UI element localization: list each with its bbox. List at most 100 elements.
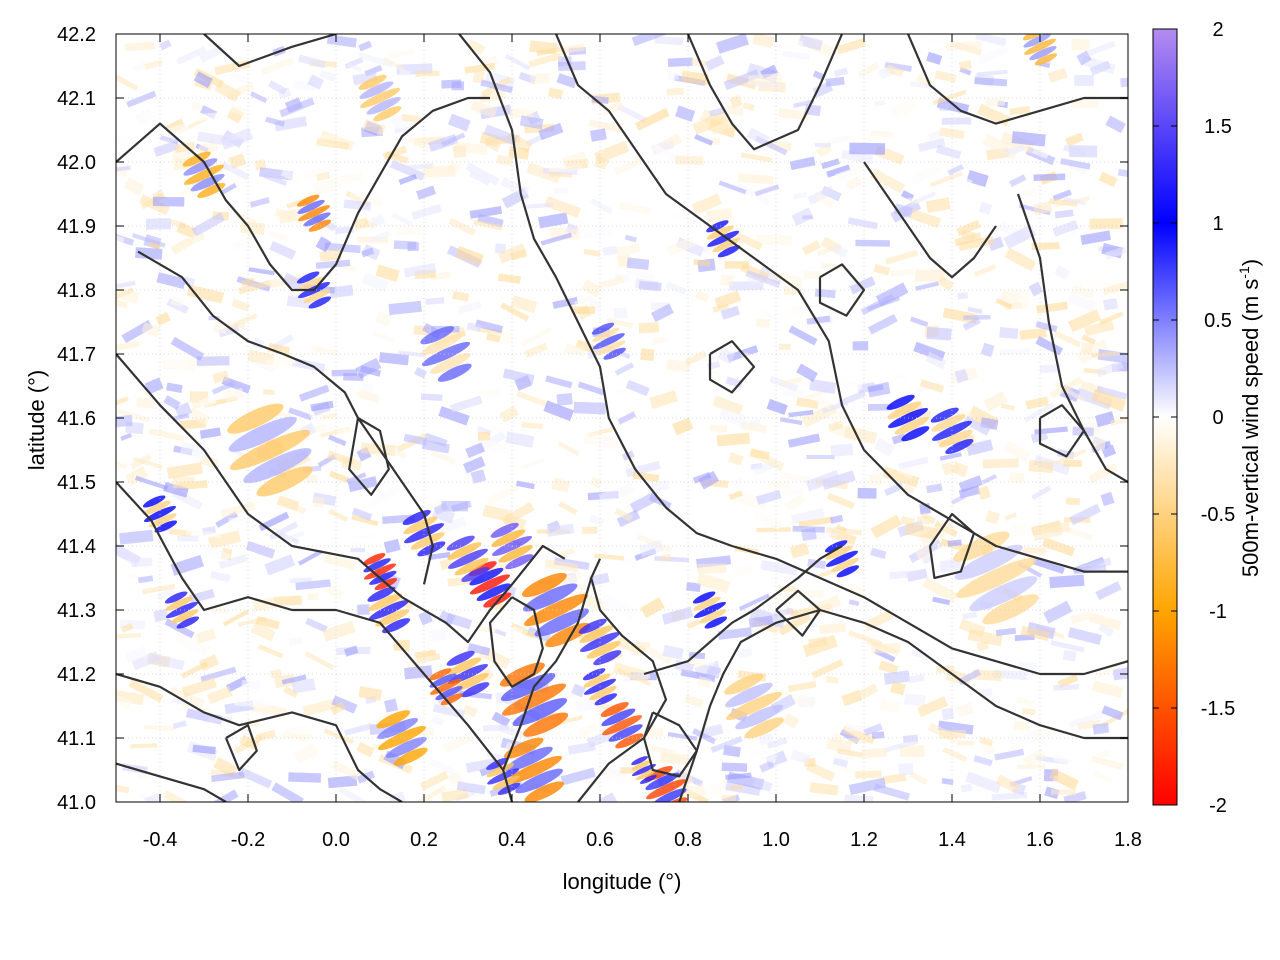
heatmap-cell xyxy=(756,318,770,328)
heatmap-cell xyxy=(208,530,242,550)
heatmap-cell xyxy=(852,341,869,351)
heatmap-feature xyxy=(505,755,563,785)
heatmap-cell xyxy=(1032,201,1053,216)
heatmap-cell xyxy=(558,547,576,558)
heatmap-feature xyxy=(154,520,178,533)
heatmap-cell xyxy=(191,212,226,237)
heatmap-feature xyxy=(487,768,520,785)
heatmap-cell xyxy=(902,484,915,494)
heatmap-cell xyxy=(557,441,580,456)
heatmap-feature xyxy=(375,609,410,627)
heatmap-cell xyxy=(484,135,503,152)
heatmap-cell xyxy=(120,432,133,441)
heatmap-cell xyxy=(355,357,382,379)
heatmap-cell xyxy=(904,522,939,540)
heatmap-cell xyxy=(294,743,319,764)
contour-line xyxy=(643,545,843,676)
heatmap-cell xyxy=(819,622,847,634)
heatmap-cell xyxy=(614,156,645,176)
heatmap-cell xyxy=(845,176,863,191)
heatmap-cell xyxy=(522,541,543,550)
heatmap-cell xyxy=(994,748,1025,761)
heatmap-cell xyxy=(788,325,818,346)
heatmap-cell xyxy=(855,239,890,247)
heatmap-feature xyxy=(982,594,1039,625)
heatmap-cell xyxy=(170,236,193,255)
heatmap-cell xyxy=(614,362,635,376)
heatmap-cell xyxy=(346,62,363,73)
heatmap-cell xyxy=(725,781,761,796)
heatmap-cell xyxy=(213,757,239,778)
heatmap-cell xyxy=(116,165,128,178)
heatmap-cell xyxy=(967,629,1003,647)
heatmap-cell xyxy=(361,247,375,258)
heatmap-cell xyxy=(136,397,156,409)
heatmap-cell xyxy=(782,50,810,60)
heatmap-cell xyxy=(717,347,736,365)
heatmap-cell xyxy=(295,579,331,591)
heatmap-cell xyxy=(941,778,954,786)
heatmap-cell xyxy=(1065,526,1094,541)
heatmap-feature xyxy=(586,641,621,659)
heatmap-cell xyxy=(351,514,379,527)
heatmap-cell xyxy=(614,507,633,522)
contour-line xyxy=(116,96,490,292)
heatmap-feature xyxy=(176,616,200,629)
x-tick-label: 0.8 xyxy=(674,829,702,851)
heatmap-cell xyxy=(288,772,322,783)
heatmap-feature xyxy=(598,340,626,355)
heatmap-feature xyxy=(358,74,387,90)
heatmap-cell xyxy=(1062,649,1077,662)
heatmap-cell xyxy=(305,474,318,484)
heatmap-cell xyxy=(1000,403,1015,411)
heatmap-cell xyxy=(974,77,1008,87)
heatmap-cell xyxy=(589,572,610,586)
heatmap-cell xyxy=(502,368,535,385)
heatmap-cell xyxy=(883,670,910,685)
heatmap-cell xyxy=(590,198,614,214)
heatmap-cell xyxy=(327,775,358,789)
heatmap-cell xyxy=(1052,220,1079,237)
heatmap-cell xyxy=(654,35,684,46)
heatmap-cell xyxy=(1041,537,1076,557)
heatmap-cell xyxy=(1008,471,1025,484)
heatmap-cell xyxy=(857,487,877,499)
heatmap-cell xyxy=(311,345,339,357)
heatmap-cell xyxy=(857,61,880,79)
heatmap-cell xyxy=(1023,188,1037,197)
heatmap-cell xyxy=(486,332,501,343)
heatmap-cell xyxy=(733,562,754,578)
heatmap-cell xyxy=(401,113,421,124)
heatmap-feature xyxy=(1029,46,1057,61)
heatmap-cell xyxy=(932,89,967,106)
heatmap-feature xyxy=(421,341,471,367)
heatmap-cell xyxy=(638,280,662,292)
heatmap-cell xyxy=(899,745,925,757)
heatmap-feature xyxy=(505,746,553,772)
heatmap-cell xyxy=(829,514,844,524)
heatmap-cell xyxy=(910,163,941,186)
heatmap-feature xyxy=(969,576,1038,612)
heatmap-cell xyxy=(934,70,957,83)
heatmap-cell xyxy=(790,749,811,765)
heatmap-cell xyxy=(134,108,155,125)
heatmap-cell xyxy=(967,306,983,315)
heatmap-cell xyxy=(792,525,825,533)
heatmap-cell xyxy=(228,517,265,523)
heatmap-cell xyxy=(436,689,464,704)
heatmap-cell xyxy=(1102,280,1128,296)
heatmap-cell xyxy=(465,442,486,459)
heatmap-cell xyxy=(245,540,276,559)
heatmap-cell xyxy=(661,606,694,625)
heatmap-feature xyxy=(183,164,225,185)
heatmap-feature xyxy=(735,704,783,730)
heatmap-cell xyxy=(942,307,978,324)
heatmap-cell xyxy=(958,475,983,493)
heatmap-cell xyxy=(369,230,391,243)
heatmap-cell xyxy=(939,729,967,739)
heatmap-cell xyxy=(1099,311,1124,325)
heatmap-cell xyxy=(350,547,366,553)
heatmap-cell xyxy=(929,171,964,188)
heatmap-cell xyxy=(312,496,325,508)
colorbar-label-superscript: -1 xyxy=(1236,266,1252,279)
